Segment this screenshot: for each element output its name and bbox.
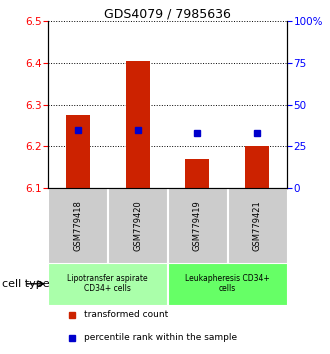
Text: percentile rank within the sample: percentile rank within the sample bbox=[84, 333, 237, 342]
Bar bbox=[48, 263, 167, 305]
Text: transformed count: transformed count bbox=[84, 310, 168, 319]
Title: GDS4079 / 7985636: GDS4079 / 7985636 bbox=[104, 7, 231, 20]
Text: Lipotransfer aspirate
CD34+ cells: Lipotransfer aspirate CD34+ cells bbox=[67, 274, 148, 293]
Bar bbox=[108, 188, 167, 263]
Text: GSM779420: GSM779420 bbox=[133, 200, 142, 251]
Text: GSM779418: GSM779418 bbox=[73, 200, 82, 251]
Bar bbox=[66, 115, 90, 188]
Text: Leukapheresis CD34+
cells: Leukapheresis CD34+ cells bbox=[185, 274, 270, 293]
Bar bbox=[245, 146, 269, 188]
Text: cell type: cell type bbox=[2, 279, 49, 289]
Bar bbox=[168, 188, 227, 263]
Bar bbox=[168, 263, 287, 305]
Bar bbox=[126, 61, 149, 188]
Bar bbox=[228, 188, 287, 263]
Bar bbox=[185, 159, 209, 188]
Text: GSM779419: GSM779419 bbox=[193, 200, 202, 251]
Text: GSM779421: GSM779421 bbox=[253, 200, 262, 251]
Bar bbox=[48, 188, 107, 263]
